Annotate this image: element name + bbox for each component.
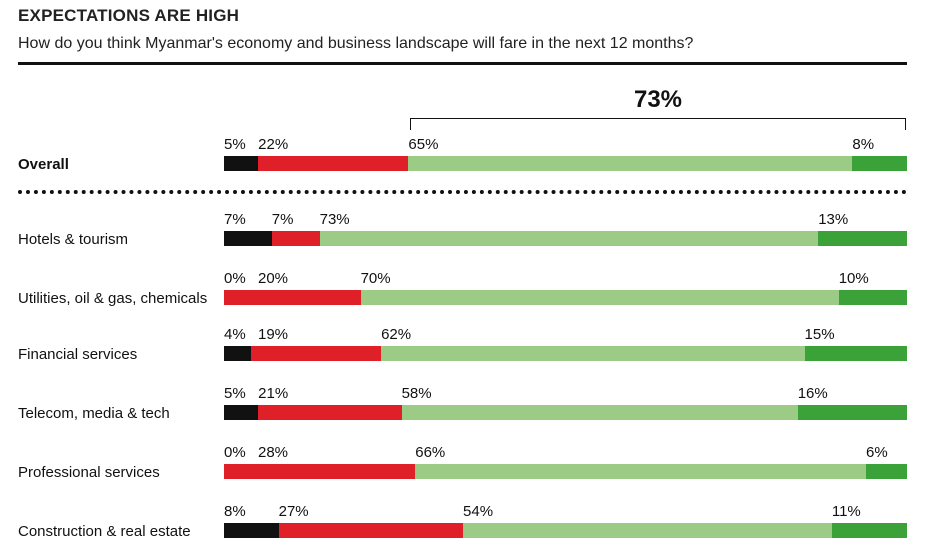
bar-segment <box>258 156 409 171</box>
bar-segment <box>251 346 382 361</box>
data-label: 70% <box>360 270 391 287</box>
bar-segment <box>271 231 320 246</box>
title-rule <box>18 62 907 65</box>
data-label: 27% <box>278 503 309 520</box>
data-label: 62% <box>381 326 412 343</box>
data-label: 16% <box>797 385 828 402</box>
data-label: 4% <box>224 326 246 343</box>
category-label: Overall <box>18 156 69 173</box>
data-label: 10% <box>838 270 869 287</box>
bar-segment <box>415 464 866 479</box>
bar-segment <box>408 156 853 171</box>
data-label: 65% <box>408 136 439 153</box>
category-label: Professional services <box>18 464 160 481</box>
data-label: 5% <box>224 136 246 153</box>
positive-total-bracket <box>410 118 906 130</box>
category-label: Telecom, media & tech <box>18 405 170 422</box>
bar-segment <box>360 290 839 305</box>
data-label: 54% <box>463 503 494 520</box>
data-label: 7% <box>224 211 246 228</box>
data-label: 66% <box>415 444 446 461</box>
bar-segment <box>804 346 907 361</box>
bar-segment <box>258 405 402 420</box>
category-label: Construction & real estate <box>18 523 191 540</box>
data-label: 15% <box>804 326 835 343</box>
bar-segment <box>831 523 907 538</box>
category-label: Utilities, oil & gas, chemicals <box>18 290 208 307</box>
bar-segment <box>463 523 832 538</box>
data-label: 8% <box>224 503 246 520</box>
data-label: 0% <box>224 270 246 287</box>
bar-segment <box>381 346 805 361</box>
bar-segment <box>818 231 907 246</box>
chart-subtitle: How do you think Myanmar's economy and b… <box>18 35 694 52</box>
data-label: 73% <box>319 211 350 228</box>
data-label: 20% <box>258 270 289 287</box>
bottom-fade <box>0 539 928 553</box>
bar-segment <box>224 346 252 361</box>
bar-segment <box>852 156 907 171</box>
bar-segment <box>224 523 279 538</box>
data-label: 5% <box>224 385 246 402</box>
data-label: 13% <box>818 211 849 228</box>
positive-total-label: 73% <box>633 86 683 113</box>
data-label: 58% <box>401 385 432 402</box>
data-label: 6% <box>866 444 888 461</box>
data-label: 11% <box>831 503 861 520</box>
bar-segment <box>319 231 819 246</box>
bar-segment <box>278 523 464 538</box>
bar-segment <box>838 290 907 305</box>
bar-segment <box>797 405 907 420</box>
chart-title: EXPECTATIONS ARE HIGH <box>18 6 240 25</box>
category-label: Financial services <box>18 346 138 363</box>
data-label: 19% <box>258 326 289 343</box>
data-label: 22% <box>258 136 289 153</box>
category-label: Hotels & tourism <box>18 231 129 248</box>
bar-segment <box>866 464 907 479</box>
data-label: 8% <box>852 136 875 153</box>
data-label: 21% <box>258 385 289 402</box>
bar-segment <box>224 231 272 246</box>
bar-segment <box>224 156 259 171</box>
data-label: 28% <box>258 444 289 461</box>
data-label: 0% <box>224 444 246 461</box>
bar-segment <box>224 405 259 420</box>
bar-segment <box>401 405 798 420</box>
dotted-separator <box>18 190 907 194</box>
bar-segment <box>224 290 361 305</box>
bar-segment <box>224 464 416 479</box>
data-label: 7% <box>271 211 294 228</box>
